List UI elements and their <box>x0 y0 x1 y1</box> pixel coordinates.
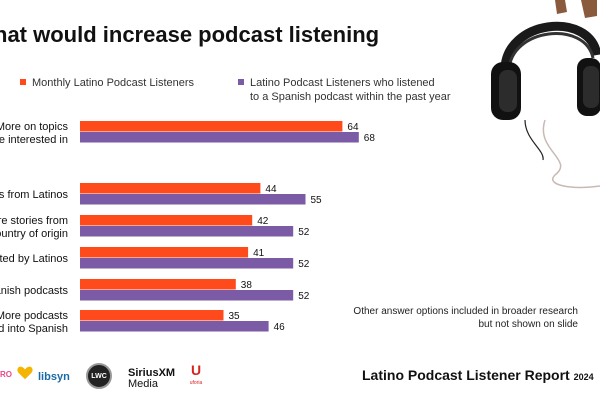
uforia-logo: U uforia <box>185 362 207 386</box>
category-label: es from Latinos <box>0 189 68 201</box>
category-label-line: re interested in <box>0 134 68 146</box>
lwc-logo: LWC <box>86 363 112 389</box>
chart-title: hat would increase podcast listening <box>0 22 380 47</box>
data-label-series2: 52 <box>298 259 310 270</box>
data-label-series1: 35 <box>229 311 241 322</box>
sponsor-logos: RO libsyn LWC SiriusXM Media U uforia <box>0 360 220 396</box>
category-label: More on topics re interested in <box>0 121 68 146</box>
category-label-line: More podcasts <box>0 310 68 322</box>
footnote: Other answer options included in broader… <box>353 306 578 330</box>
data-label-series2: 68 <box>364 133 376 144</box>
bar-series2 <box>80 194 306 205</box>
category-label-line: ountry of origin <box>0 228 68 240</box>
uforia-logo-text: uforia <box>189 380 203 386</box>
data-label-series1: 44 <box>265 184 277 195</box>
category-label: More podcasts d into Spanish <box>0 310 68 335</box>
data-label-series2: 52 <box>298 227 310 238</box>
legend-swatch-series1 <box>20 79 26 85</box>
report-year: 2024 <box>573 372 594 382</box>
heart-logo-icon <box>17 366 33 380</box>
podcast-logo: RO <box>0 370 12 379</box>
legend-label-series2-line2: to a Spanish podcast within the past yea… <box>250 91 451 103</box>
data-label-series1: 64 <box>347 122 359 133</box>
category-label-line: sted by Latinos <box>0 253 68 265</box>
bar-series1 <box>80 279 236 290</box>
bar-series2 <box>80 132 359 143</box>
bar-series1 <box>80 121 343 132</box>
bar-series1 <box>80 215 253 226</box>
data-label-series1: 42 <box>257 216 269 227</box>
category-label-line: d into Spanish <box>0 323 68 335</box>
siriusxm-logo: SiriusXM Media <box>128 368 175 390</box>
bar-series1 <box>80 247 249 258</box>
bar-series2 <box>80 290 294 301</box>
category-label-line: More on topics <box>0 121 68 133</box>
category-label: sted by Latinos <box>0 253 68 265</box>
data-label-series1: 38 <box>241 280 253 291</box>
report-name: Latino Podcast Listener Report <box>362 367 570 383</box>
category-label: re stories from ountry of origin <box>0 215 68 240</box>
category-label: anish podcasts <box>0 285 68 297</box>
bar-series2 <box>80 226 294 237</box>
category-label-line: es from Latinos <box>0 189 68 201</box>
data-label-series2: 55 <box>311 195 323 206</box>
bar-series2 <box>80 258 294 269</box>
legend-label-series1: Monthly Latino Podcast Listeners <box>32 77 195 89</box>
legend-item-series1: Monthly Latino Podcast Listeners <box>20 76 194 90</box>
report-title: Latino Podcast Listener Report 2024 <box>362 367 594 383</box>
uforia-logo-mark: U <box>190 362 202 378</box>
legend-label-series2-line1: Latino Podcast Listeners who listened <box>250 77 435 89</box>
bar-series2 <box>80 321 269 332</box>
data-label-series1: 41 <box>253 248 265 259</box>
legend-item-series2: Latino Podcast Listeners who listened to … <box>238 76 451 104</box>
data-label-series2: 46 <box>274 322 286 333</box>
category-label-line: re stories from <box>0 215 68 227</box>
data-label-series2: 52 <box>298 291 310 302</box>
legend-swatch-series2 <box>238 79 244 85</box>
siriusxm-logo-line1: SiriusXM <box>128 367 176 379</box>
headphones-image <box>491 0 600 189</box>
bar-chart: More on topics re interested in 64 68 es fro… <box>0 121 376 335</box>
bar-series1 <box>80 183 261 194</box>
siriusxm-logo-line2: Media <box>128 378 158 390</box>
category-label-line: anish podcasts <box>0 285 68 297</box>
libsyn-logo: libsyn <box>38 371 70 383</box>
bar-series1 <box>80 310 224 321</box>
